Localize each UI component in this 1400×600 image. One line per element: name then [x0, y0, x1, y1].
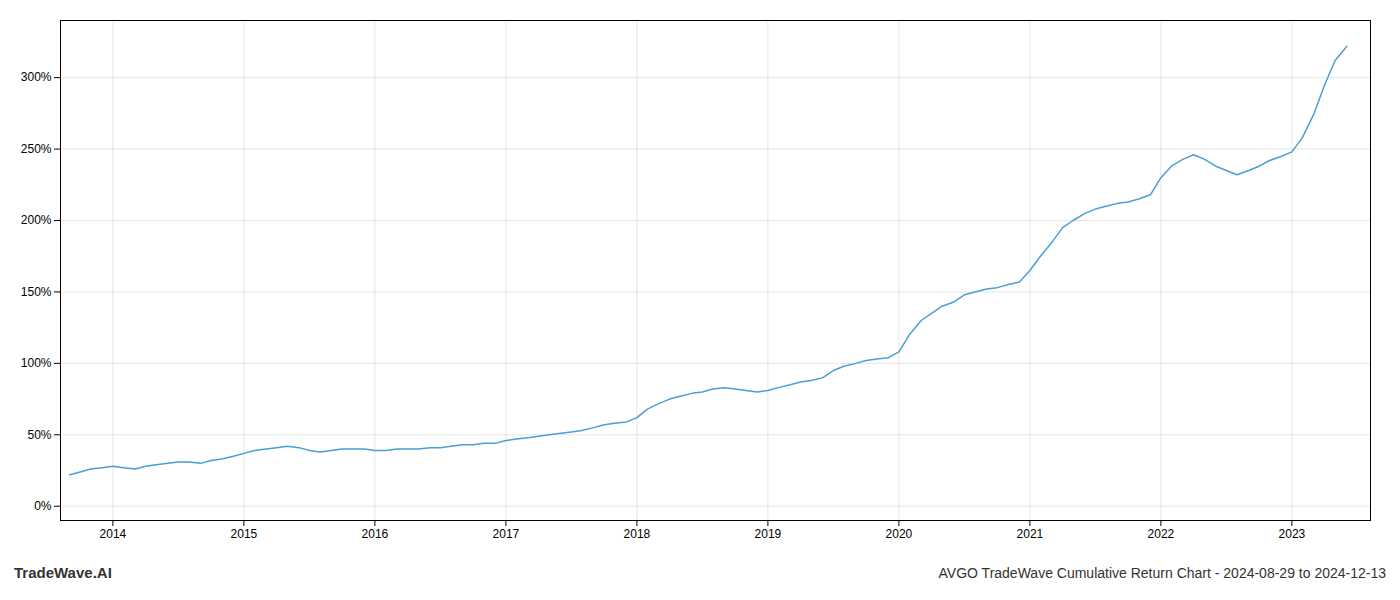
svg-text:2016: 2016 [362, 527, 389, 541]
svg-text:2017: 2017 [493, 527, 520, 541]
svg-text:200%: 200% [21, 213, 52, 227]
svg-text:2022: 2022 [1148, 527, 1175, 541]
svg-text:300%: 300% [21, 70, 52, 84]
svg-text:2014: 2014 [100, 527, 127, 541]
svg-text:2019: 2019 [755, 527, 782, 541]
svg-text:100%: 100% [21, 356, 52, 370]
svg-text:150%: 150% [21, 285, 52, 299]
svg-text:50%: 50% [27, 428, 51, 442]
svg-text:0%: 0% [34, 499, 52, 513]
svg-text:2018: 2018 [624, 527, 651, 541]
svg-text:2021: 2021 [1017, 527, 1044, 541]
svg-text:250%: 250% [21, 142, 52, 156]
svg-text:2023: 2023 [1279, 527, 1306, 541]
html-text:TradeWave.AI: TradeWave.AI [14, 564, 112, 581]
svg-text:2015: 2015 [231, 527, 258, 541]
html-text:AVGO TradeWave Cumulative Retu: AVGO TradeWave Cumulative Return Chart -… [938, 565, 1386, 581]
svg-text:2020: 2020 [886, 527, 913, 541]
